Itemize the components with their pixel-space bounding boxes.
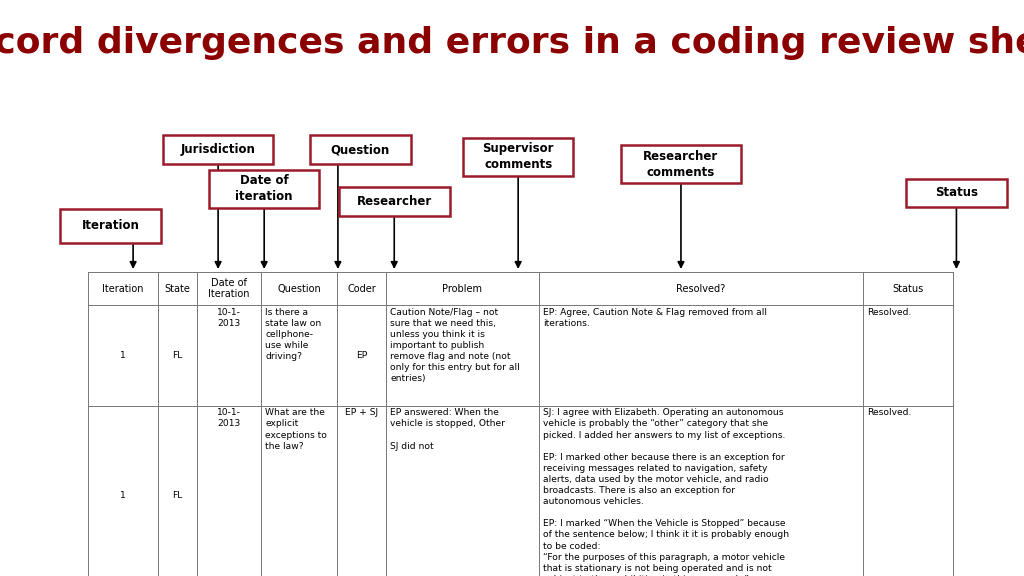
FancyBboxPatch shape: [339, 187, 450, 216]
Text: Status: Status: [893, 283, 924, 294]
Text: EP: Agree, Caution Note & Flag removed from all
iterations.: EP: Agree, Caution Note & Flag removed f…: [543, 308, 767, 328]
Text: SJ: I agree with Elizabeth. Operating an autonomous
vehicle is probably the “oth: SJ: I agree with Elizabeth. Operating an…: [543, 408, 788, 576]
Text: Record divergences and errors in a coding review sheet: Record divergences and errors in a codin…: [0, 26, 1024, 60]
Text: Resolved.: Resolved.: [867, 408, 911, 418]
Text: Date of
iteration: Date of iteration: [236, 175, 293, 203]
Text: State: State: [164, 283, 190, 294]
Text: Question: Question: [278, 283, 321, 294]
FancyBboxPatch shape: [621, 145, 741, 183]
FancyBboxPatch shape: [163, 135, 273, 164]
Text: Iteration: Iteration: [82, 219, 139, 232]
Text: Jurisdiction: Jurisdiction: [180, 143, 256, 156]
Text: Researcher
comments: Researcher comments: [643, 150, 719, 179]
Text: 1: 1: [120, 351, 126, 360]
FancyBboxPatch shape: [60, 209, 161, 243]
Text: 1: 1: [120, 491, 126, 500]
Text: Coder: Coder: [347, 283, 376, 294]
Text: Resolved?: Resolved?: [676, 283, 726, 294]
Text: EP answered: When the
vehicle is stopped, Other

SJ did not: EP answered: When the vehicle is stopped…: [390, 408, 505, 450]
FancyBboxPatch shape: [310, 135, 411, 164]
Text: Resolved.: Resolved.: [867, 308, 911, 317]
Text: Date of
Iteration: Date of Iteration: [208, 278, 250, 300]
Text: Is there a
state law on
cellphone-
use while
driving?: Is there a state law on cellphone- use w…: [265, 308, 322, 361]
Text: Question: Question: [331, 143, 390, 156]
Text: EP + SJ: EP + SJ: [345, 408, 378, 418]
FancyBboxPatch shape: [906, 179, 1007, 207]
Text: FL: FL: [172, 491, 182, 500]
Text: What are the
explicit
exceptions to
the law?: What are the explicit exceptions to the …: [265, 408, 327, 450]
Text: 10-1-
2013: 10-1- 2013: [217, 408, 241, 429]
Text: Supervisor
comments: Supervisor comments: [482, 142, 554, 171]
Text: FL: FL: [172, 351, 182, 360]
Text: Researcher: Researcher: [356, 195, 432, 208]
FancyBboxPatch shape: [209, 170, 319, 208]
Text: Status: Status: [935, 187, 978, 199]
Text: Iteration: Iteration: [102, 283, 143, 294]
Text: 10-1-
2013: 10-1- 2013: [217, 308, 241, 328]
FancyBboxPatch shape: [463, 138, 573, 176]
Text: Problem: Problem: [442, 283, 482, 294]
Text: Caution Note/Flag – not
sure that we need this,
unless you think it is
important: Caution Note/Flag – not sure that we nee…: [390, 308, 520, 383]
Text: EP: EP: [356, 351, 367, 360]
